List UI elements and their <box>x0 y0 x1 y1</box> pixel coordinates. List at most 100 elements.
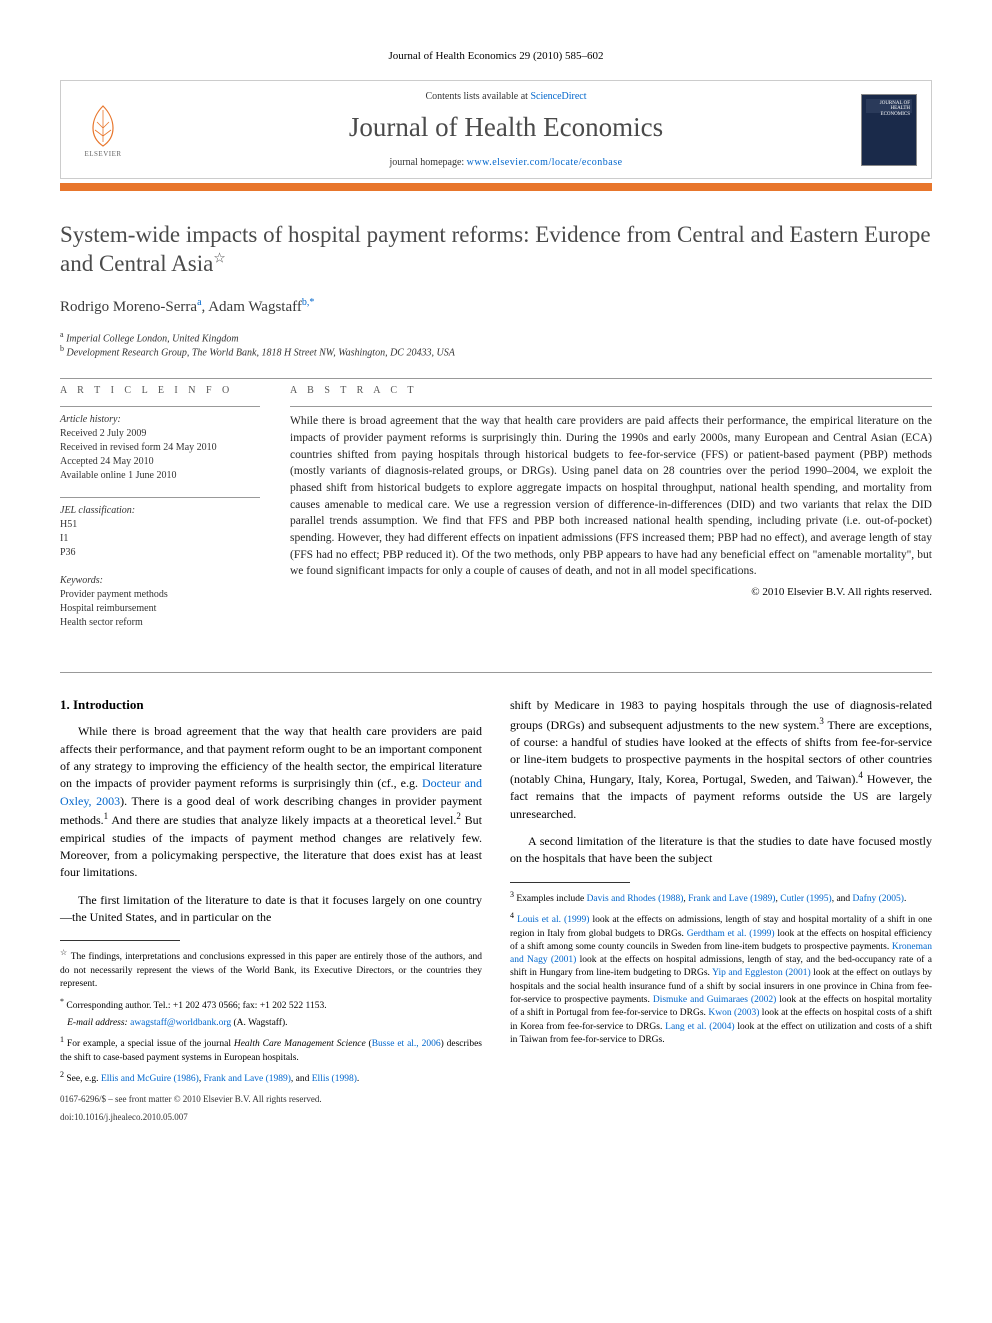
footnote-4: 4 Louis et al. (1999) look at the effect… <box>510 910 932 1047</box>
authors-line: Rodrigo Moreno-Serraa, Adam Wagstaffb,* <box>60 297 932 316</box>
para-4: A second limitation of the literature is… <box>510 833 932 868</box>
cite-gerdtham[interactable]: Gerdtham et al. (1999) <box>687 929 775 939</box>
homepage-prefix: journal homepage: <box>389 157 466 168</box>
cite-lang[interactable]: Lang et al. (2004) <box>665 1022 734 1032</box>
cite-dismuke[interactable]: Dismuke and Guimaraes (2002) <box>653 995 776 1005</box>
info-divider-1 <box>60 406 260 407</box>
history-received: Received 2 July 2009 <box>60 427 260 441</box>
cite-davis[interactable]: Davis and Rhodes (1988) <box>587 894 684 904</box>
footnote-divider-right <box>510 882 630 883</box>
abstract-label: a b s t r a c t <box>290 385 932 396</box>
fn-email-label: E-mail address: <box>67 1018 130 1028</box>
author-2: Adam Wagstaff <box>208 299 302 315</box>
keyword-3: Health sector reform <box>60 616 260 630</box>
jel-label: JEL classification: <box>60 504 260 518</box>
author-2-corr: * <box>309 297 314 308</box>
journal-title: Journal of Health Economics <box>151 112 861 143</box>
title-text: System-wide impacts of hospital payment … <box>60 222 931 276</box>
fn2-a: See, e.g. <box>66 1074 101 1084</box>
article-history: Article history: Received 2 July 2009 Re… <box>60 413 260 483</box>
doi-line: doi:10.1016/j.jhealeco.2010.05.007 <box>60 1112 482 1122</box>
right-column: shift by Medicare in 1983 to paying hosp… <box>510 697 932 1122</box>
divider-top <box>60 378 932 379</box>
para-3: shift by Medicare in 1983 to paying hosp… <box>510 697 932 823</box>
sciencedirect-link[interactable]: ScienceDirect <box>530 91 586 102</box>
keywords-label: Keywords: <box>60 574 260 588</box>
p1-c: And there are studies that analyze likel… <box>108 813 456 827</box>
history-revised: Received in revised form 24 May 2010 <box>60 441 260 455</box>
fn1-a: For example, a special issue of the jour… <box>67 1039 234 1049</box>
contents-line: Contents lists available at ScienceDirec… <box>151 91 861 102</box>
jel-block: JEL classification: H51 I1 P36 <box>60 504 260 560</box>
fn2-s2: , and <box>291 1074 312 1084</box>
jel-2: I1 <box>60 532 260 546</box>
author-1: Rodrigo Moreno-Serra <box>60 299 197 315</box>
footnote-2: 2 See, e.g. Ellis and McGuire (1986), Fr… <box>60 1069 482 1086</box>
elsevier-logo: ELSEVIER <box>75 98 131 162</box>
journal-cover-thumbnail: JOURNAL OF HEALTH ECONOMICS <box>861 94 917 166</box>
section-1-heading: 1. Introduction <box>60 697 482 713</box>
affiliations: a Imperial College London, United Kingdo… <box>60 330 932 359</box>
keywords-block: Keywords: Provider payment methods Hospi… <box>60 574 260 630</box>
abstract-copyright: © 2010 Elsevier B.V. All rights reserved… <box>290 586 932 598</box>
cite-busse[interactable]: Busse et al., 2006 <box>372 1039 441 1049</box>
footnotes-left: ☆ The findings, interpretations and conc… <box>60 947 482 1086</box>
p1-a: While there is broad agreement that the … <box>60 724 482 790</box>
jel-1: H51 <box>60 518 260 532</box>
journal-reference: Journal of Health Economics 29 (2010) 58… <box>60 50 932 62</box>
author-1-affil: a <box>197 297 201 308</box>
affil-b-text: Development Research Group, The World Ba… <box>67 347 455 358</box>
footnote-star: ☆ The findings, interpretations and conc… <box>60 947 482 991</box>
cite-frank-lave-2[interactable]: Frank and Lave (1989) <box>688 894 775 904</box>
fn-email-suffix: (A. Wagstaff). <box>231 1018 287 1028</box>
body-columns: 1. Introduction While there is broad agr… <box>60 697 932 1122</box>
cite-ellis[interactable]: Ellis (1998) <box>312 1074 357 1084</box>
fn3-end: . <box>904 894 906 904</box>
fn3-s3: , and <box>832 894 853 904</box>
info-divider-2 <box>60 497 260 498</box>
orange-separator-bar <box>60 183 932 191</box>
cite-louis[interactable]: Louis et al. (1999) <box>517 915 589 925</box>
title-star: ☆ <box>213 251 226 266</box>
issn-line: 0167-6296/$ – see front matter © 2010 El… <box>60 1094 482 1104</box>
homepage-line: journal homepage: www.elsevier.com/locat… <box>151 157 861 168</box>
article-info-label: a r t i c l e i n f o <box>60 385 260 396</box>
affiliation-a: a Imperial College London, United Kingdo… <box>60 330 932 344</box>
footnotes-right: 3 Examples include Davis and Rhodes (198… <box>510 889 932 1048</box>
affil-a-text: Imperial College London, United Kingdom <box>66 333 239 344</box>
header-center: Contents lists available at ScienceDirec… <box>151 91 861 168</box>
homepage-link[interactable]: www.elsevier.com/locate/econbase <box>467 157 623 168</box>
contents-prefix: Contents lists available at <box>425 91 530 102</box>
para-1: While there is broad agreement that the … <box>60 723 482 882</box>
cite-cutler[interactable]: Cutler (1995) <box>780 894 831 904</box>
cite-frank-lave[interactable]: Frank and Lave (1989) <box>204 1074 291 1084</box>
cite-yip[interactable]: Yip and Eggleston (2001) <box>712 968 811 978</box>
elsevier-label: ELSEVIER <box>84 150 121 158</box>
journal-header: ELSEVIER Contents lists available at Sci… <box>60 80 932 179</box>
history-online: Available online 1 June 2010 <box>60 469 260 483</box>
footnote-3: 3 Examples include Davis and Rhodes (198… <box>510 889 932 906</box>
affiliation-b: b Development Research Group, The World … <box>60 344 932 358</box>
footnote-divider-left <box>60 940 180 941</box>
divider-bottom <box>60 672 932 673</box>
cover-text: JOURNAL OF HEALTH ECONOMICS <box>862 101 910 118</box>
footnote-1: 1 For example, a special issue of the jo… <box>60 1034 482 1065</box>
history-accepted: Accepted 24 May 2010 <box>60 455 260 469</box>
cite-ellis-mcguire[interactable]: Ellis and McGuire (1986) <box>101 1074 199 1084</box>
fn-star-text: The findings, interpretations and conclu… <box>60 953 482 990</box>
fn-corr-text: Corresponding author. Tel.: +1 202 473 0… <box>66 1001 326 1011</box>
para-2: The first limitation of the literature t… <box>60 892 482 927</box>
fn2-end: . <box>357 1074 359 1084</box>
left-column: 1. Introduction While there is broad agr… <box>60 697 482 1122</box>
keyword-2: Hospital reimbursement <box>60 602 260 616</box>
email-link[interactable]: awagstaff@worldbank.org <box>130 1018 231 1028</box>
cite-kwon[interactable]: Kwon (2003) <box>708 1008 759 1018</box>
info-abstract-row: a r t i c l e i n f o Article history: R… <box>60 385 932 644</box>
cite-dafny[interactable]: Dafny (2005) <box>853 894 904 904</box>
elsevier-tree-icon <box>79 102 127 150</box>
article-title: System-wide impacts of hospital payment … <box>60 221 932 279</box>
abstract-column: a b s t r a c t While there is broad agr… <box>290 385 932 644</box>
fn3-a: Examples include <box>516 894 586 904</box>
abstract-text: While there is broad agreement that the … <box>290 413 932 580</box>
article-info-column: a r t i c l e i n f o Article history: R… <box>60 385 260 644</box>
